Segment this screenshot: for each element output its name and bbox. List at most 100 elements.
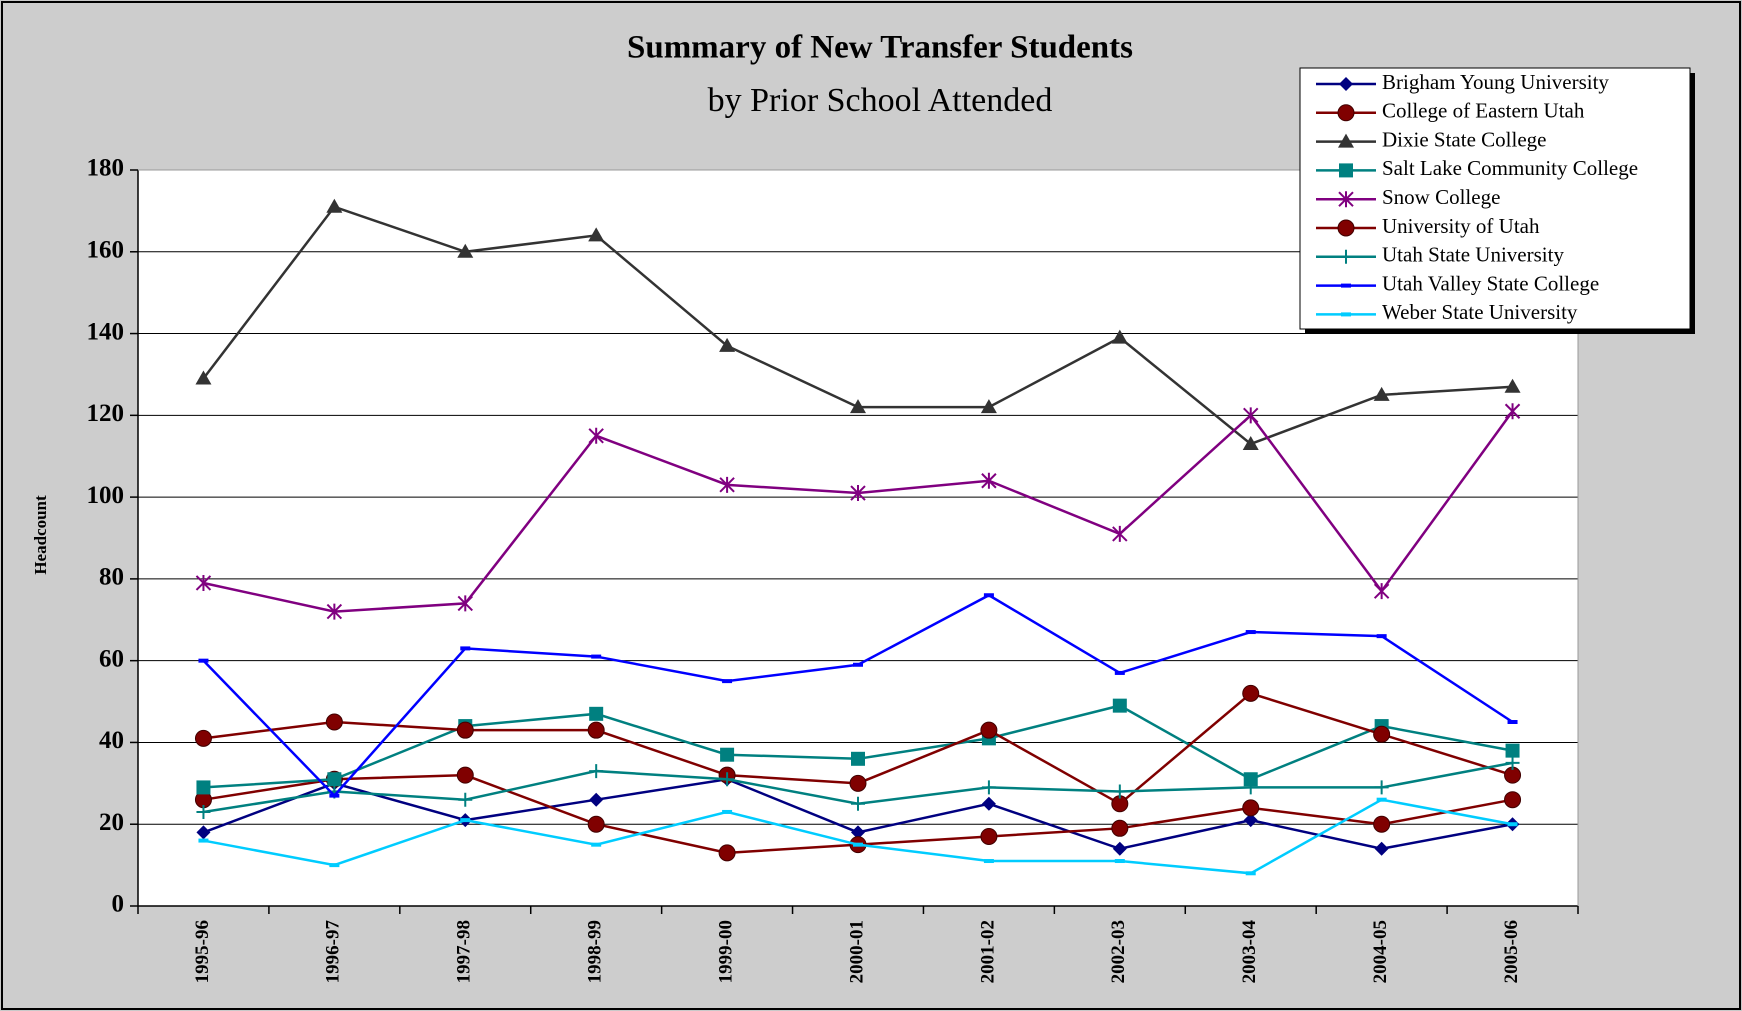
- x-tick-label: 1996-97: [323, 920, 344, 984]
- marker: [720, 772, 735, 787]
- marker: [981, 796, 996, 811]
- marker: [1339, 77, 1353, 91]
- marker: [588, 227, 605, 242]
- marker: [1243, 407, 1259, 424]
- marker: [1111, 819, 1129, 837]
- legend-label: Brigham Young University: [1382, 70, 1609, 94]
- marker: [1507, 720, 1518, 724]
- marker: [851, 751, 865, 766]
- marker: [591, 654, 602, 659]
- marker: [1114, 670, 1125, 675]
- marker: [850, 399, 866, 414]
- chart-title: Summary of New Transfer Students: [627, 30, 1133, 66]
- marker: [196, 780, 211, 795]
- marker: [1338, 191, 1354, 208]
- marker: [722, 809, 733, 814]
- x-tick-label: 2003-04: [1239, 920, 1260, 984]
- marker: [1111, 329, 1128, 344]
- marker: [329, 793, 340, 798]
- marker: [456, 721, 474, 739]
- marker: [1373, 815, 1391, 833]
- marker: [1242, 799, 1260, 817]
- marker: [719, 476, 735, 493]
- legend-label: University of Utah: [1382, 214, 1540, 238]
- marker: [722, 679, 733, 684]
- marker: [198, 838, 209, 843]
- marker: [195, 370, 212, 385]
- marker: [1245, 630, 1256, 635]
- legend-label: Utah State University: [1382, 243, 1564, 267]
- marker: [1112, 784, 1127, 799]
- y-tick-label: 100: [87, 482, 125, 509]
- marker: [1339, 249, 1353, 264]
- marker: [851, 796, 865, 811]
- marker: [720, 747, 735, 762]
- marker: [1504, 378, 1521, 393]
- marker: [460, 646, 471, 651]
- marker: [456, 766, 474, 784]
- marker: [1505, 755, 1520, 770]
- marker: [458, 792, 473, 807]
- marker: [588, 427, 604, 444]
- marker: [1505, 743, 1520, 758]
- marker: [1504, 791, 1522, 809]
- marker: [329, 863, 340, 868]
- marker: [198, 658, 209, 663]
- marker: [196, 804, 211, 819]
- marker: [980, 721, 998, 739]
- marker: [457, 243, 474, 258]
- marker: [850, 485, 866, 502]
- chart-subtitle: by Prior School Attended: [708, 82, 1053, 119]
- marker: [460, 818, 471, 823]
- marker: [326, 198, 343, 213]
- marker: [587, 721, 605, 739]
- y-tick-label: 120: [87, 400, 125, 427]
- marker: [849, 774, 867, 792]
- marker: [981, 780, 996, 795]
- marker: [1373, 583, 1390, 600]
- legend-label: College of Eastern Utah: [1382, 99, 1585, 123]
- marker: [1112, 525, 1128, 542]
- marker: [1376, 797, 1387, 802]
- marker: [1376, 634, 1387, 639]
- marker: [1112, 698, 1127, 713]
- marker: [1114, 859, 1125, 864]
- marker: [1242, 684, 1260, 702]
- x-tick-label: 1998-99: [585, 920, 606, 983]
- marker: [326, 603, 343, 620]
- marker: [457, 595, 473, 612]
- y-tick-label: 60: [99, 645, 124, 672]
- marker: [587, 815, 605, 833]
- marker: [853, 662, 863, 667]
- marker: [1341, 312, 1351, 317]
- y-tick-label: 160: [87, 237, 125, 264]
- marker: [983, 593, 994, 598]
- marker: [1245, 871, 1256, 876]
- x-tick-label: 2005-06: [1501, 920, 1522, 983]
- marker: [1373, 725, 1391, 743]
- marker: [1507, 822, 1518, 827]
- marker: [1112, 841, 1127, 856]
- x-tick-label: 2001-02: [977, 920, 998, 983]
- y-axis-label: Headcount: [31, 495, 50, 575]
- marker: [983, 859, 994, 864]
- marker: [1504, 403, 1521, 420]
- marker: [1374, 841, 1389, 856]
- y-tick-label: 180: [87, 155, 125, 182]
- marker: [589, 764, 604, 779]
- legend-label: Weber State University: [1382, 300, 1578, 324]
- marker: [1337, 104, 1355, 122]
- marker: [1243, 772, 1258, 787]
- legend-label: Utah Valley State College: [1382, 271, 1599, 295]
- marker: [589, 792, 604, 807]
- marker: [1243, 780, 1258, 795]
- x-tick-label: 2000-01: [846, 920, 867, 983]
- x-tick-label: 1999-00: [715, 920, 736, 983]
- marker: [196, 825, 211, 840]
- y-tick-label: 0: [112, 891, 125, 918]
- marker: [1341, 283, 1351, 288]
- marker: [325, 713, 343, 731]
- marker: [1374, 780, 1389, 795]
- marker: [1373, 386, 1390, 401]
- marker: [1243, 813, 1258, 828]
